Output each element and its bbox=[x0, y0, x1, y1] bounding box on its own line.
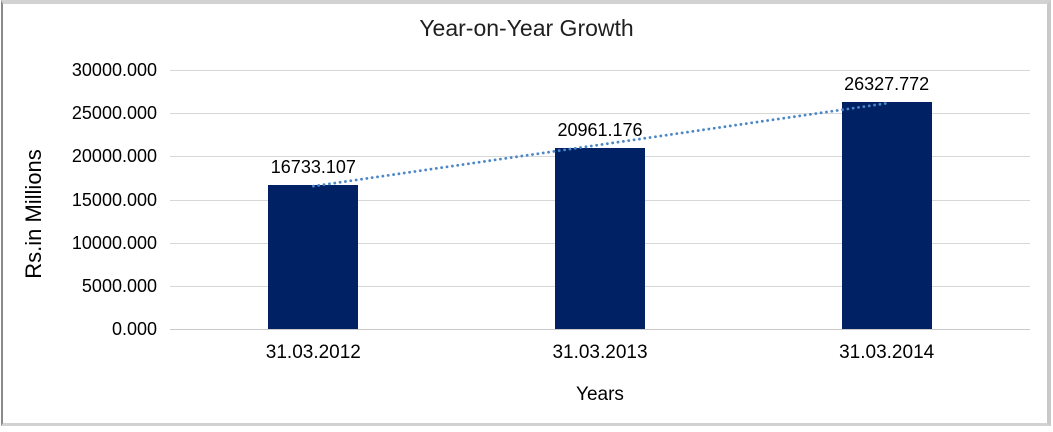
bar-value-label: 20961.176 bbox=[557, 120, 643, 141]
bar-value-label: 16733.107 bbox=[270, 156, 356, 177]
gridline bbox=[170, 70, 1030, 71]
bar-value-label: 26327.772 bbox=[844, 73, 930, 94]
bar bbox=[555, 148, 645, 329]
x-tick-label: 31.03.2012 bbox=[265, 342, 361, 363]
bar bbox=[268, 184, 359, 329]
y-tick-label: 10000.000 bbox=[71, 232, 157, 253]
x-axis-title: Years bbox=[576, 384, 624, 405]
gridline bbox=[170, 329, 1030, 330]
y-tick-label: 25000.000 bbox=[71, 103, 157, 124]
y-tick-label: 20000.000 bbox=[71, 146, 157, 167]
y-tick-label: 30000.000 bbox=[71, 60, 157, 80]
y-tick-label: 15000.000 bbox=[71, 189, 157, 210]
y-tick-label: 0.000 bbox=[111, 319, 157, 339]
y-axis-title: Rs.in Millions bbox=[21, 149, 46, 279]
x-tick-label: 31.03.2014 bbox=[839, 342, 935, 363]
bar bbox=[841, 101, 932, 329]
chart-title: Year-on-Year Growth bbox=[419, 15, 634, 41]
x-tick-label: 31.03.2013 bbox=[552, 342, 648, 363]
y-tick-label: 5000.000 bbox=[81, 275, 157, 296]
